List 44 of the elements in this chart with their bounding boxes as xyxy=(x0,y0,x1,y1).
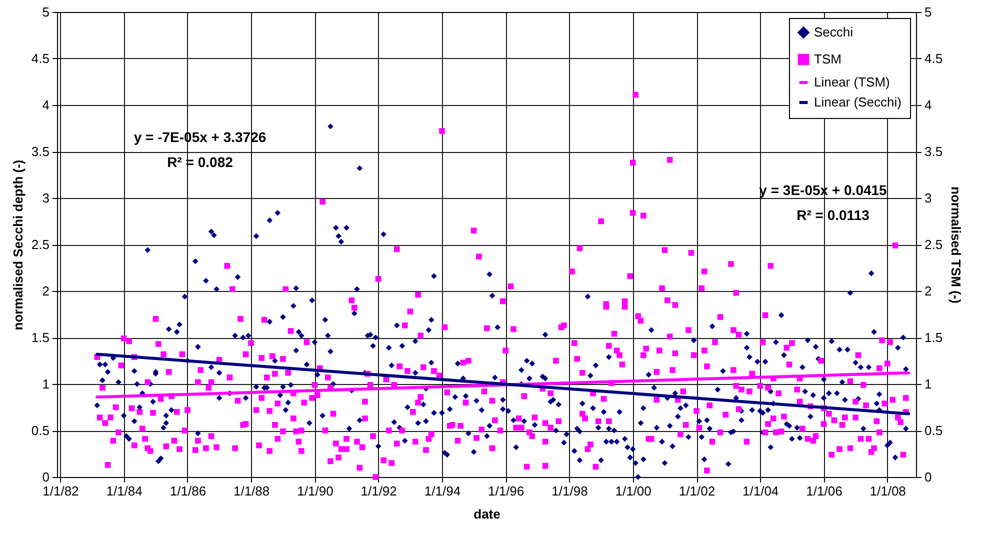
x-tick-label: 1/1/02 xyxy=(678,484,716,498)
x-tick-label: 1/1/00 xyxy=(615,484,652,498)
y2-tick-label: 1 xyxy=(924,376,932,392)
y2-tick-label: 0 xyxy=(924,470,932,484)
y-tick-label: 3 xyxy=(42,190,50,206)
y-tick-label: 0.5 xyxy=(31,423,50,438)
annotation: R² = 0.0113 xyxy=(796,207,870,223)
y2-tick-label: 3 xyxy=(924,190,932,206)
x-tick-label: 1/1/92 xyxy=(360,484,397,498)
legend-label: Linear (Secchi) xyxy=(814,94,902,110)
x-tick-label: 1/1/88 xyxy=(233,484,270,498)
legend-label: Secchi xyxy=(814,24,854,40)
y2-tick-label: 0.5 xyxy=(924,423,943,438)
y-tick-label: 4 xyxy=(42,98,50,112)
y-tick-label: 3.5 xyxy=(31,144,50,159)
y2-tick-label: 5 xyxy=(924,4,932,20)
x-tick-label: 1/1/96 xyxy=(488,484,524,498)
y2-tick-label: 4.5 xyxy=(924,51,943,66)
y-tick-label: 2 xyxy=(42,284,50,298)
x-tick-label: 1/1/04 xyxy=(742,484,779,498)
y-tick-label: 4.5 xyxy=(31,51,50,66)
x-tick-label: 1/1/84 xyxy=(106,484,142,498)
y2-tick-label: 1.5 xyxy=(924,330,943,345)
x-tick-label: 1/1/06 xyxy=(806,484,842,498)
y-tick-label: 5 xyxy=(42,4,50,20)
legend-label: TSM xyxy=(814,52,842,66)
y-tick-label: 2.5 xyxy=(31,237,50,252)
x-tick-label: 1/1/90 xyxy=(297,484,334,498)
y2-tick-label: 2 xyxy=(924,284,932,298)
y2-axis-title: normalised TSM (-) xyxy=(948,186,964,304)
y-tick-label: 1.5 xyxy=(31,330,50,345)
x-tick-label: 1/1/08 xyxy=(870,484,906,498)
x-tick-label: 1/1/82 xyxy=(42,484,79,498)
legend-label: Linear (TSM) xyxy=(814,74,890,90)
y2-tick-label: 2.5 xyxy=(924,237,943,252)
y2-tick-label: 3.5 xyxy=(924,144,943,159)
y-tick-label: 1 xyxy=(42,376,50,392)
y-tick-label: 0 xyxy=(42,470,50,484)
x-tick-label: 1/1/94 xyxy=(424,484,461,498)
x-axis-title: date xyxy=(474,506,500,522)
y-axis-title: normalised Secchi depth (-) xyxy=(10,160,26,330)
x-tick-label: 1/1/86 xyxy=(170,484,206,498)
x-tick-label: 1/1/98 xyxy=(552,484,588,498)
y2-tick-label: 4 xyxy=(924,98,932,112)
